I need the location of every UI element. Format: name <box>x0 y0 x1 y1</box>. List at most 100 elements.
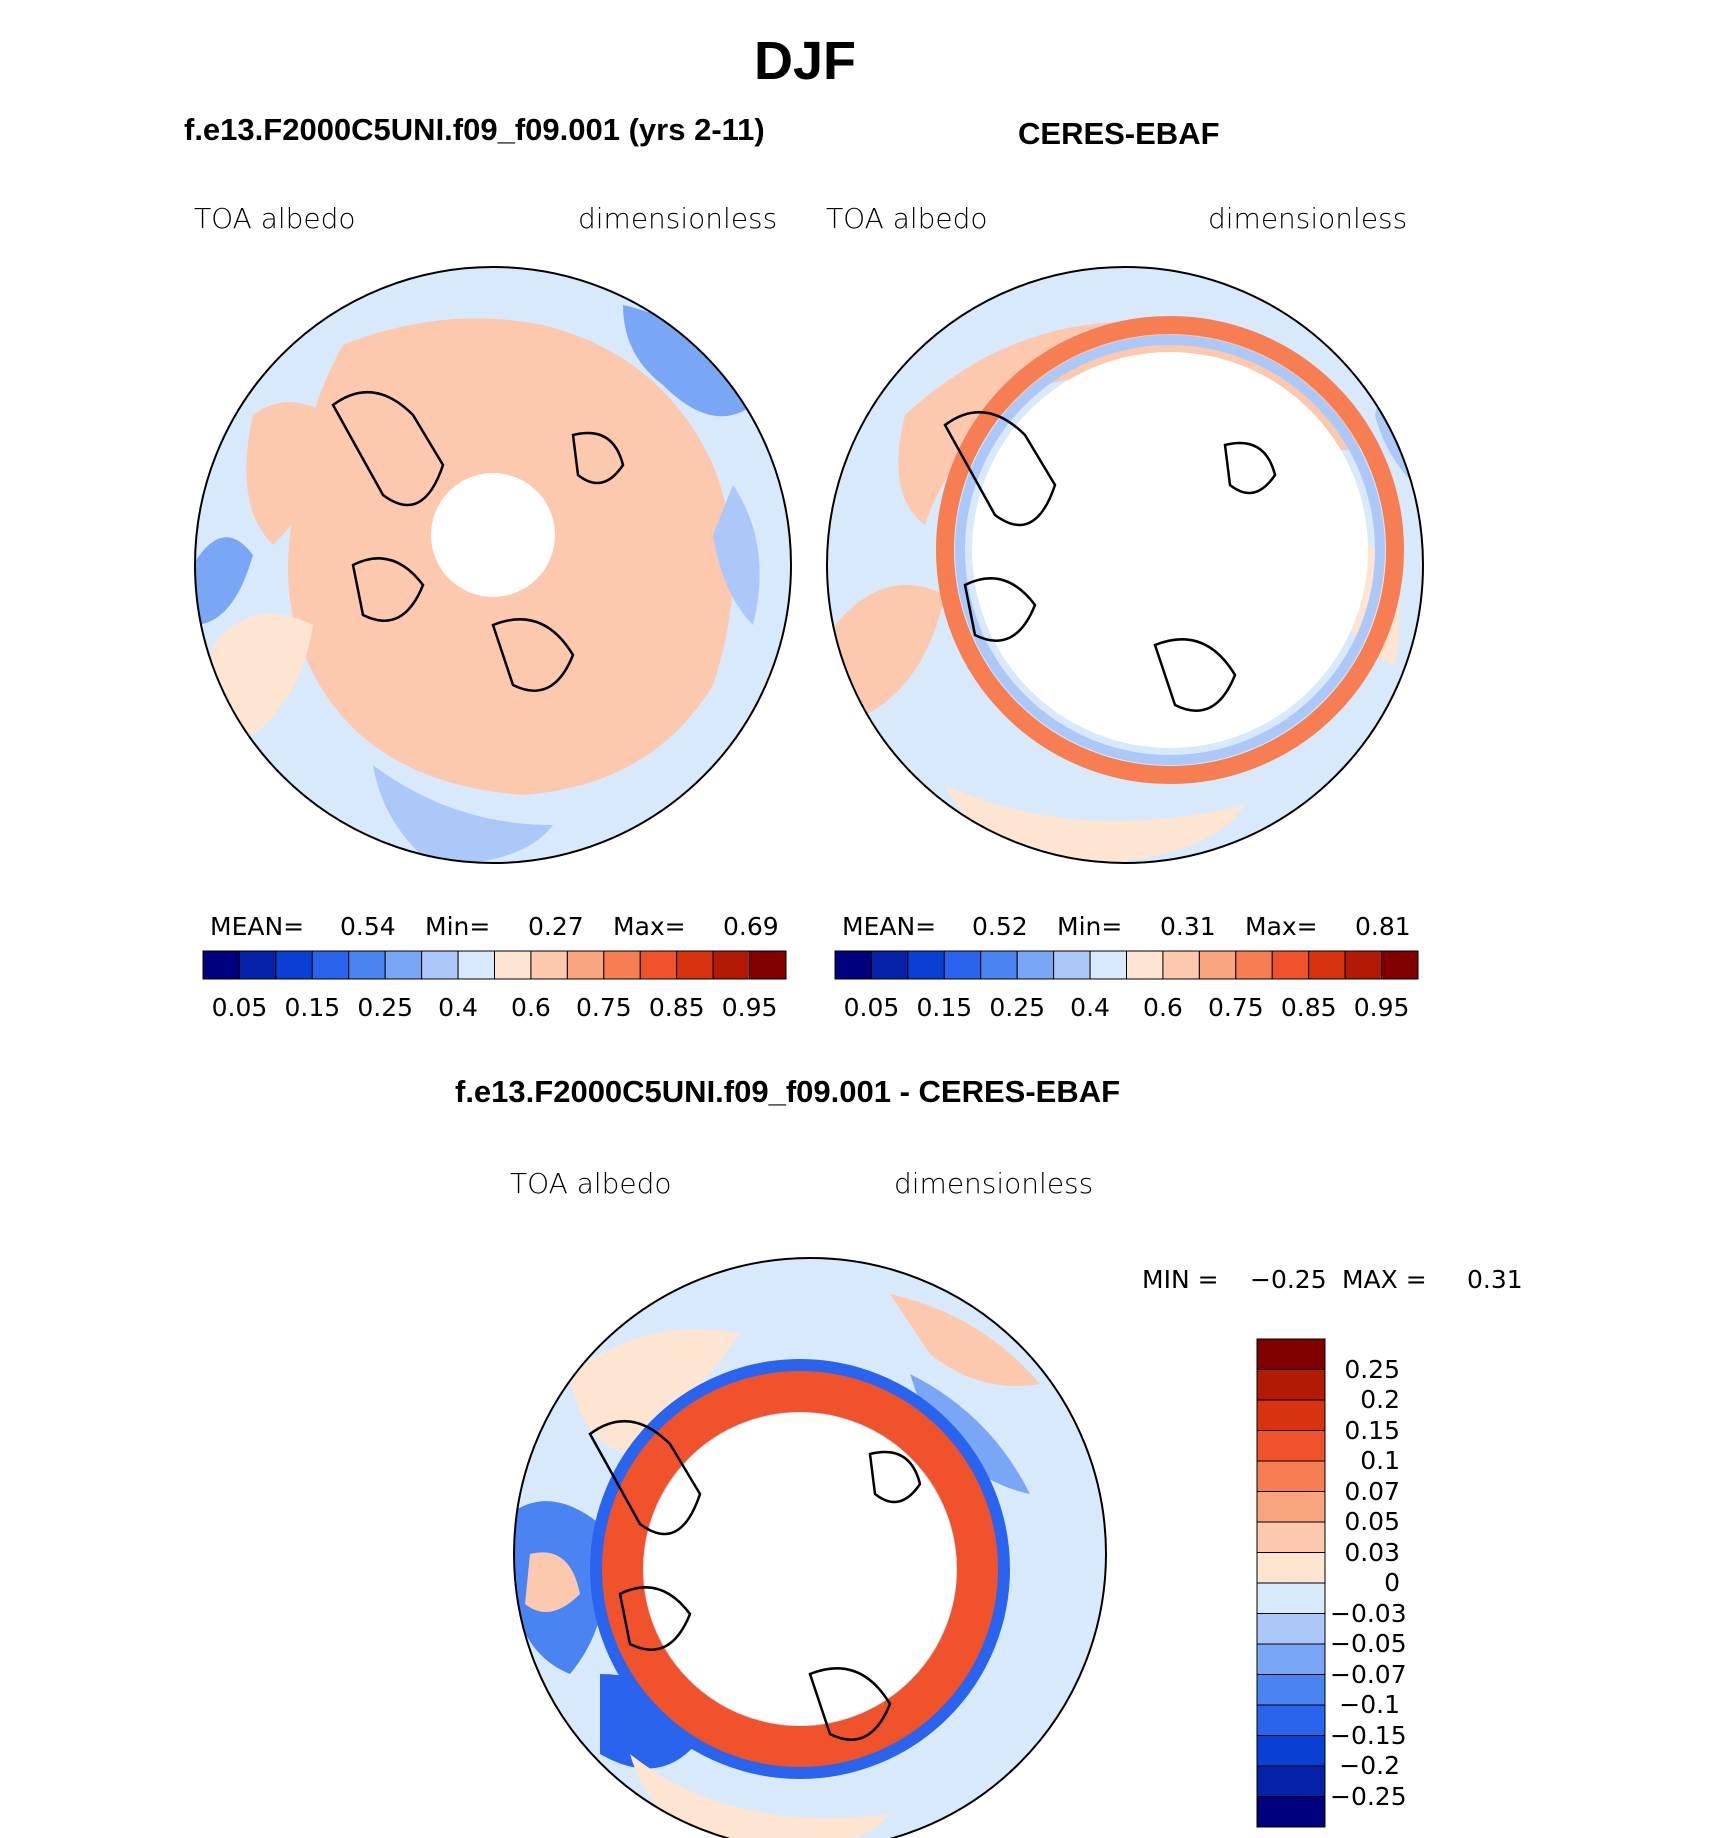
colorbar-tick-label: 0.85 <box>1280 993 1337 1022</box>
colorbar-swatch <box>1256 1521 1326 1553</box>
panel2-ice-edge-ring <box>936 316 1404 784</box>
panel1-polar-map <box>194 266 792 864</box>
panel2-mean-label: MEAN= <box>842 912 937 941</box>
diff-polar-map <box>513 1257 1107 1838</box>
colorbar-tick-label: −0.05 <box>1330 1629 1407 1658</box>
panel2-colorbar <box>834 950 1419 980</box>
panel2-units-label: dimensionless <box>1208 202 1408 235</box>
colorbar-swatch <box>603 950 641 980</box>
colorbar-swatch <box>639 950 678 980</box>
diff-positive-region <box>890 1294 1040 1386</box>
panel1-low-albedo-region <box>713 485 760 625</box>
panel1-coastlines <box>331 390 625 692</box>
colorbar-tick-label: 0.4 <box>1070 993 1110 1022</box>
colorbar-tick-label: 0.95 <box>721 993 778 1022</box>
colorbar-tick-label: 0.25 <box>357 993 414 1022</box>
colorbar-swatch <box>676 950 714 980</box>
panel2-map-boundary <box>826 266 1424 864</box>
colorbar-tick-label: 0.75 <box>1207 993 1264 1022</box>
diff-colorbar <box>1256 1338 1326 1828</box>
colorbar-swatch <box>712 950 751 980</box>
panel1-low-albedo-region <box>373 765 553 863</box>
panel1-mean-label: MEAN= <box>210 912 305 941</box>
colorbar-tick-label: −0.2 <box>1339 1751 1400 1780</box>
colorbar-swatch <box>457 950 495 980</box>
diff-negative-region <box>600 1674 710 1769</box>
colorbar-swatch <box>1256 1399 1326 1431</box>
colorbar-swatch <box>1344 950 1383 980</box>
colorbar-tick-label: 0.05 <box>211 993 268 1022</box>
panel1-low-albedo-region <box>195 537 253 625</box>
colorbar-swatch <box>1256 1765 1326 1797</box>
colorbar-swatch <box>1256 1552 1326 1584</box>
diff-negative-region <box>910 1374 1030 1494</box>
colorbar-tick-label: 0.75 <box>575 993 632 1022</box>
colorbar-tick-label: 0.15 <box>1344 1415 1400 1445</box>
colorbar-swatch <box>1256 1613 1326 1645</box>
colorbar-swatch <box>1016 950 1055 980</box>
colorbar-tick-label: 0.07 <box>1344 1476 1400 1506</box>
colorbar-swatch <box>1256 1674 1326 1706</box>
colorbar-swatch <box>1256 1338 1326 1370</box>
colorbar-tick-label: −0.1 <box>1339 1690 1400 1719</box>
colorbar-tick-label: 0.4 <box>438 993 478 1022</box>
panel2-subtitle: CERES-EBAF <box>1018 116 1220 151</box>
panel2-mean-value: 0.52 <box>972 912 1028 941</box>
colorbar-tick-label: 0.6 <box>1143 993 1183 1022</box>
panel2-polar-map <box>826 266 1424 864</box>
colorbar-swatch <box>1256 1704 1326 1736</box>
colorbar-swatch <box>1256 1643 1326 1675</box>
panel2-variable-label: TOA albedo <box>826 202 988 235</box>
colorbar-tick-label: 0.15 <box>916 993 973 1022</box>
diff-max-value: 0.31 <box>1467 1265 1523 1294</box>
panel2-ice-edge-ring <box>955 335 1385 765</box>
panel1-units-label: dimensionless <box>578 202 778 235</box>
colorbar-swatch <box>1308 950 1346 980</box>
panel1-missing-data-pole <box>431 473 555 597</box>
panel2-min-value: 0.31 <box>1160 912 1216 941</box>
colorbar-swatch <box>1235 950 1273 980</box>
panel1-max-label: Max= <box>613 912 686 941</box>
colorbar-tick-label: 0.15 <box>284 993 341 1022</box>
colorbar-swatch <box>566 950 605 980</box>
colorbar-swatch <box>384 950 423 980</box>
panel1-land-patch <box>211 613 313 735</box>
colorbar-swatch <box>275 950 313 980</box>
panel1-mean-value: 0.54 <box>340 912 396 941</box>
panel1-colorbar <box>202 950 787 980</box>
colorbar-tick-label: −0.07 <box>1330 1659 1407 1689</box>
colorbar-swatch <box>943 950 982 980</box>
colorbar-swatch <box>1256 1796 1326 1828</box>
panel1-max-value: 0.69 <box>723 912 779 941</box>
panel2-coastlines <box>943 410 1277 712</box>
panel1-subtitle: f.e13.F2000C5UNI.f09_f09.001 (yrs 2-11) <box>184 112 765 147</box>
colorbar-swatch <box>1256 1491 1326 1523</box>
colorbar-swatch <box>1198 950 1237 980</box>
diff-subtitle: f.e13.F2000C5UNI.f09_f09.001 - CERES-EBA… <box>455 1074 1121 1109</box>
diff-min-label: MIN = <box>1142 1265 1219 1294</box>
colorbar-tick-label: −0.03 <box>1330 1598 1407 1628</box>
colorbar-tick-label: 0.6 <box>511 993 551 1022</box>
colorbar-tick-label: 0.05 <box>843 993 900 1022</box>
colorbar-swatch <box>1053 950 1091 980</box>
colorbar-swatch <box>1256 1369 1326 1401</box>
colorbar-swatch <box>870 950 909 980</box>
colorbar-tick-label: 0.85 <box>648 993 705 1022</box>
colorbar-swatch <box>1256 1735 1326 1767</box>
colorbar-swatch <box>1256 1430 1326 1462</box>
diff-missing-data-pole <box>644 1413 956 1725</box>
diff-units-label: dimensionless <box>894 1167 1094 1200</box>
colorbar-swatch <box>311 950 350 980</box>
panel1-low-albedo-region <box>623 305 753 417</box>
panel1-land-patch <box>246 402 343 545</box>
diff-map-boundary <box>513 1257 1107 1838</box>
colorbar-swatch <box>1126 950 1164 980</box>
colorbar-tick-label: −0.15 <box>1330 1720 1407 1750</box>
panel1-min-value: 0.27 <box>528 912 584 941</box>
colorbar-swatch <box>907 950 945 980</box>
panel2-max-value: 0.81 <box>1355 912 1411 941</box>
colorbar-tick-label: 0.25 <box>1344 1354 1400 1384</box>
colorbar-swatch <box>238 950 277 980</box>
colorbar-tick-label: 0.03 <box>1344 1537 1400 1567</box>
colorbar-swatch <box>1162 950 1200 980</box>
